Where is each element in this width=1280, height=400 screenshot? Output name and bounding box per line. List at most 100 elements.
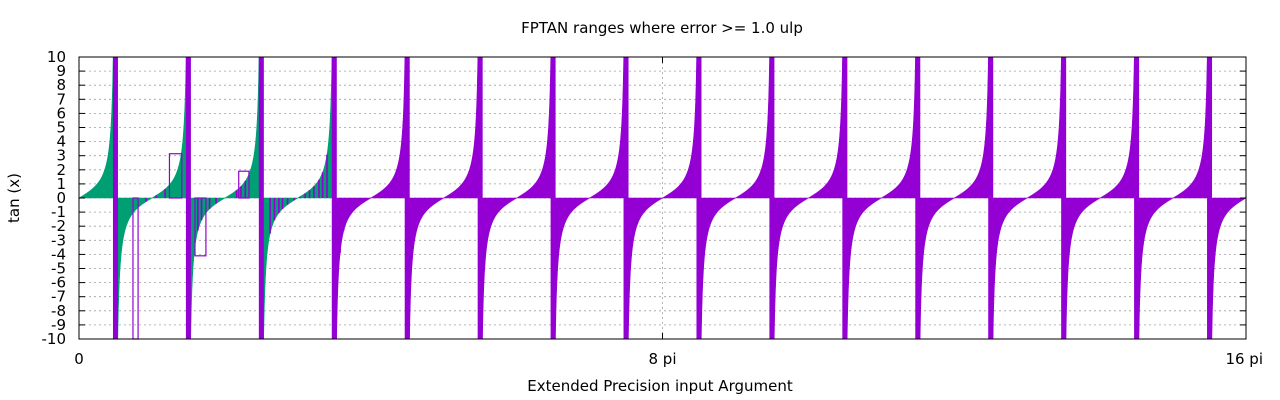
tan-branch	[296, 56, 335, 199]
error-bar	[215, 198, 217, 204]
error-bar	[293, 198, 295, 201]
error-bar	[235, 190, 238, 198]
y-tick-label: 8	[56, 76, 66, 94]
tan-branch	[880, 56, 919, 199]
y-tick-label: 7	[56, 90, 66, 108]
tan-branch	[1171, 56, 1210, 199]
asymptote-band	[988, 57, 994, 339]
tan-branch	[1209, 197, 1248, 340]
tan-branch	[771, 197, 810, 340]
tan-branch	[515, 56, 554, 199]
asymptote-band	[258, 57, 264, 339]
asymptote-band	[331, 57, 337, 339]
error-bar	[356, 198, 359, 207]
error-bar	[313, 186, 315, 198]
outline-box	[238, 170, 250, 199]
tan-branch	[844, 197, 883, 340]
tan-branch	[953, 56, 992, 199]
asymptote-band	[842, 57, 848, 339]
error-bar	[318, 179, 320, 198]
error-bar	[269, 198, 271, 234]
tan-branch	[917, 197, 956, 340]
x-axis-label: Extended Precision input Argument	[527, 377, 793, 395]
tan-fill-series	[77, 56, 1248, 340]
y-tick-label: -2	[51, 217, 66, 235]
asymptote-band	[1134, 57, 1140, 339]
error-bar	[286, 198, 289, 205]
outline-box	[168, 153, 183, 199]
tan-branch	[406, 197, 445, 340]
tan-branch	[734, 56, 773, 199]
tan-branch	[115, 197, 154, 340]
tan-branch	[807, 56, 846, 199]
asymptote-band	[915, 57, 921, 339]
asymptote-band	[1061, 57, 1067, 339]
y-tick-label: 4	[56, 133, 66, 151]
tan-branch	[150, 56, 189, 199]
y-tick-label: 1	[56, 175, 66, 193]
error-bar	[240, 186, 242, 198]
error-bar	[342, 198, 345, 231]
y-tick-label: 0	[56, 189, 66, 207]
asymptote-band	[696, 57, 702, 339]
error-bar	[208, 198, 211, 209]
tan-branch	[661, 56, 700, 199]
y-tick-label: -7	[51, 288, 66, 306]
y-tick-label: 2	[56, 161, 66, 179]
x-tick-label: 16 pi	[1225, 350, 1263, 368]
asymptote-band	[185, 57, 191, 339]
tan-branch	[223, 56, 262, 199]
tan-branch	[552, 197, 591, 340]
error-bar	[278, 198, 280, 214]
tan-branch	[77, 56, 116, 199]
error-bar	[321, 172, 324, 198]
y-axis-label: tan (x)	[5, 173, 23, 223]
asymptote-band	[769, 57, 775, 339]
error-bar	[368, 198, 371, 199]
y-tick-label: -3	[51, 231, 66, 249]
x-tick-label: 8 pi	[648, 350, 676, 368]
chart-title: FPTAN ranges where error >= 1.0 ulp	[521, 19, 803, 37]
y-tick-label: -8	[51, 302, 66, 320]
error-bar	[244, 180, 247, 198]
tan-branch	[1099, 56, 1137, 199]
tan-branch	[188, 197, 226, 340]
y-tick-label: 6	[56, 104, 66, 122]
y-tick-label: -1	[51, 203, 66, 221]
error-bar	[349, 198, 352, 216]
tan-branch	[698, 197, 737, 340]
outline-box	[194, 197, 207, 257]
y-tick-label: -6	[51, 274, 66, 292]
error-bar	[304, 193, 306, 198]
asymptote-band	[623, 57, 629, 339]
asymptote-band	[404, 57, 410, 339]
y-tick-label: -5	[51, 260, 66, 278]
error-bar	[362, 198, 365, 203]
error-bar	[326, 154, 328, 198]
error-bar	[164, 189, 166, 198]
asymptote-band	[477, 57, 483, 339]
asymptote-band	[550, 57, 556, 339]
y-tick-label: 5	[56, 119, 66, 137]
error-bar	[281, 198, 284, 209]
asymptote-band	[112, 57, 118, 339]
tan-branch	[588, 56, 627, 199]
y-tick-label: -9	[51, 316, 66, 334]
y-tick-label: 9	[56, 62, 66, 80]
error-bar	[339, 198, 341, 253]
tan-branch	[1063, 197, 1102, 340]
tan-branch	[1136, 197, 1175, 340]
tan-branch	[1026, 56, 1064, 199]
error-bar	[299, 196, 301, 198]
tan-branch	[369, 56, 408, 199]
y-tick-label: 3	[56, 147, 66, 165]
x-axis-ticks: 0 8 pi 16 pi	[74, 57, 1263, 368]
y-tick-label: -10	[42, 330, 67, 348]
y-tick-label: -4	[51, 245, 66, 263]
tan-branch	[479, 197, 518, 340]
tan-branch	[990, 197, 1029, 340]
x-tick-label: 0	[74, 350, 84, 368]
error-bar	[200, 198, 203, 221]
